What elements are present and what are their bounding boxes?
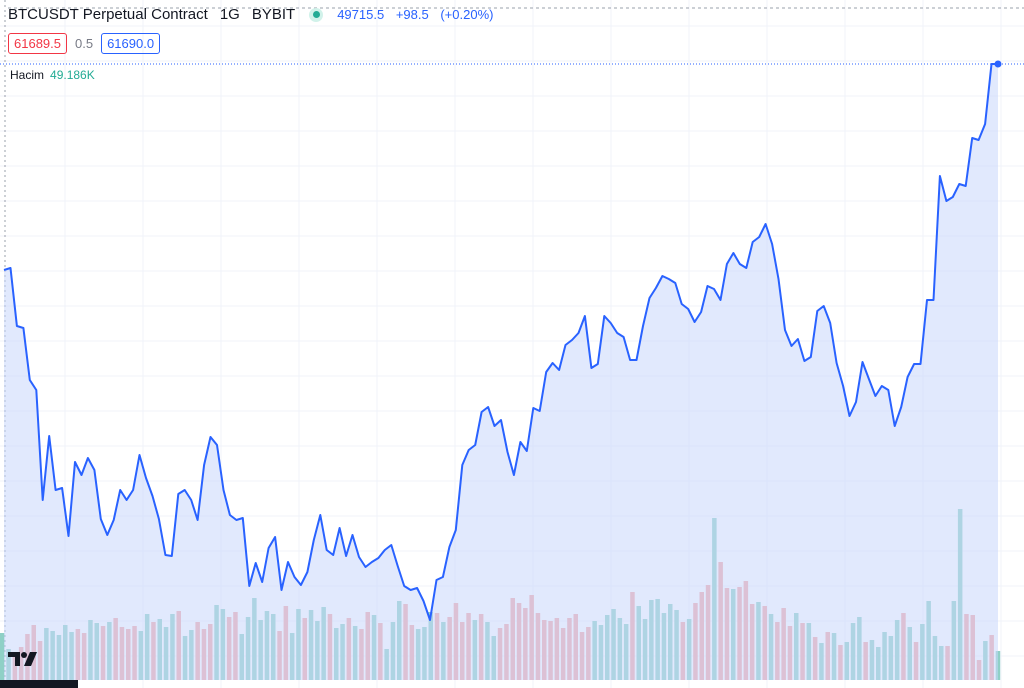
sell-price-button[interactable]: 61689.5 [8,33,67,54]
last-price-point [994,60,1002,68]
symbol-title[interactable]: BTCUSDT Perpetual Contract [8,6,208,23]
buy-price-button[interactable]: 61690.0 [101,33,161,54]
timeframe-label[interactable]: 1G [219,6,240,23]
volume-label: Hacim [10,68,45,82]
volume-value: 49.186K [50,68,95,82]
exchange-label[interactable]: BYBIT [251,6,296,23]
spread-value: 0.5 [75,36,94,51]
quote-change: +98.5 [395,7,429,22]
chart-legend-header: BTCUSDT Perpetual Contract 1G BYBIT 4971… [8,6,501,23]
price-area-fill [4,64,998,680]
quote-values: 49715.5 +98.5 (+0.20%) [337,7,501,22]
bid-ask-bar: 61689.5 0.5 61690.0 [8,33,161,54]
quote-price: 49715.5 [337,7,385,22]
volume-legend[interactable]: Hacim 49.186K [10,68,95,82]
market-open-dot-icon[interactable] [309,7,324,22]
price-line [3,63,998,621]
tradingview-logo-icon[interactable] [6,646,40,672]
bottom-toolbar-strip [0,680,78,688]
quote-change-pct: (+0.20%) [440,7,494,22]
volume-bar [0,633,5,680]
